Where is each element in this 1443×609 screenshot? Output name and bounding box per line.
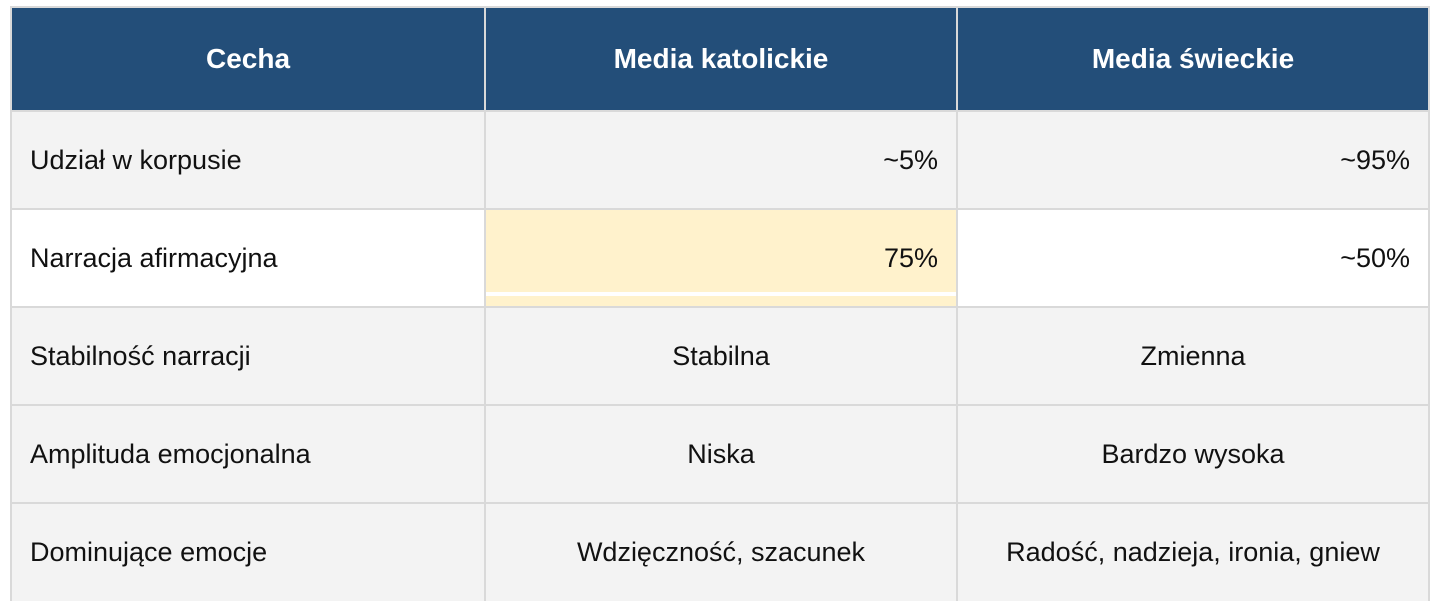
row-catholic-value: Stabilna <box>485 307 958 406</box>
comparison-table-grid: Cecha Media katolickie Media świeckie Ud… <box>12 8 1428 601</box>
table-row: Dominujące emocje Wdzięczność, szacunek … <box>12 503 1428 601</box>
row-catholic-value: Niska <box>485 405 958 504</box>
row-feature-label: Stabilność narracji <box>12 307 486 406</box>
comparison-table: Cecha Media katolickie Media świeckie Ud… <box>10 6 1430 601</box>
row-secular-value: Bardzo wysoka <box>957 405 1428 504</box>
row-feature-label: Dominujące emocje <box>12 503 486 601</box>
row-feature-label: Amplituda emocjonalna <box>12 405 486 504</box>
table-row: Amplituda emocjonalna Niska Bardzo wysok… <box>12 405 1428 504</box>
row-secular-value: Radość, nadzieja, ironia, gniew <box>957 503 1428 601</box>
row-catholic-value-highlighted: 75% <box>485 209 958 308</box>
header-catholic-media: Media katolickie <box>485 8 958 112</box>
header-feature: Cecha <box>12 8 486 112</box>
table-row: Udział w korpusie ~5% ~95% <box>12 111 1428 210</box>
header-row: Cecha Media katolickie Media świeckie <box>12 8 1428 112</box>
table-row: Stabilność narracji Stabilna Zmienna <box>12 307 1428 406</box>
row-feature-label: Udział w korpusie <box>12 111 486 210</box>
row-catholic-value: Wdzięczność, szacunek <box>485 503 958 601</box>
row-secular-value: ~95% <box>957 111 1428 210</box>
row-secular-value: ~50% <box>957 209 1428 308</box>
table-row: Narracja afirmacyjna 75% ~50% <box>12 209 1428 308</box>
header-secular-media: Media świeckie <box>957 8 1428 112</box>
row-catholic-value: ~5% <box>485 111 958 210</box>
row-feature-label: Narracja afirmacyjna <box>12 209 486 308</box>
row-secular-value: Zmienna <box>957 307 1428 406</box>
